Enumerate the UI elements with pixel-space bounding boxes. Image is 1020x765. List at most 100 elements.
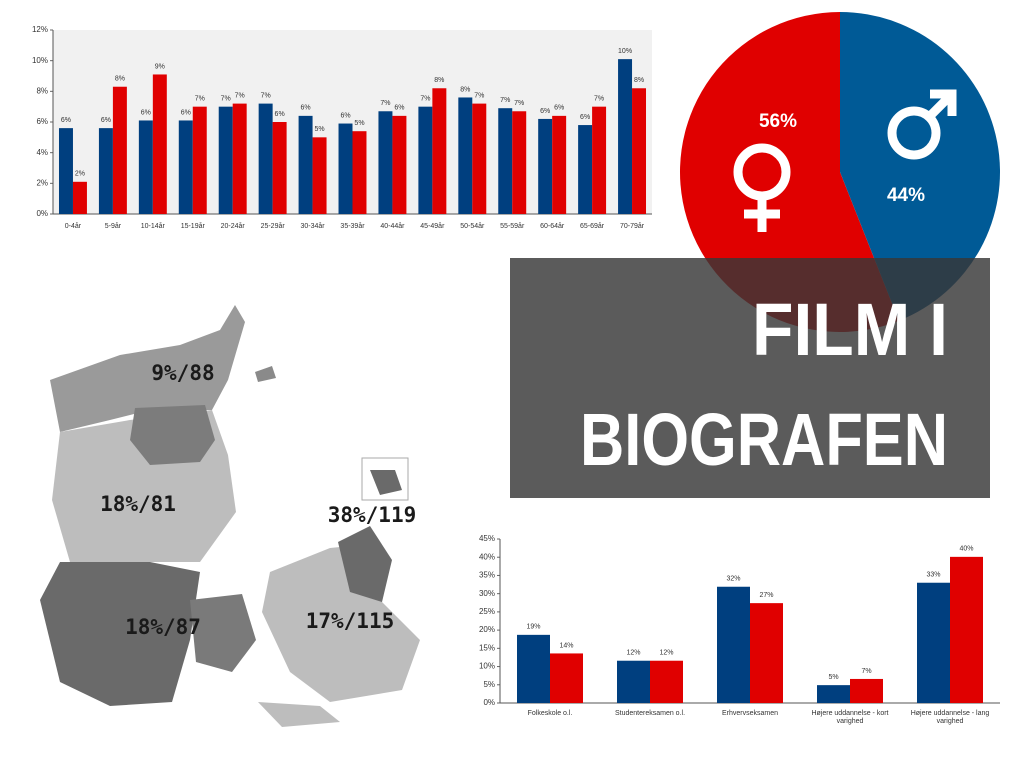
- value-label: 7%: [500, 97, 510, 104]
- x-tick-label: 20-24år: [221, 222, 246, 230]
- value-label: 7%: [514, 100, 524, 107]
- value-label: 6%: [540, 108, 550, 115]
- value-label: 33%: [926, 572, 940, 579]
- y-tick-label: 15%: [479, 643, 495, 652]
- y-tick-label: 25%: [479, 607, 495, 616]
- y-tick-label: 4%: [36, 148, 48, 157]
- bar: [617, 660, 650, 703]
- x-tick-label: 65-69år: [580, 222, 605, 230]
- value-label: 32%: [726, 576, 740, 583]
- value-label: 56%: [759, 111, 797, 132]
- y-tick-label: 40%: [479, 552, 495, 561]
- value-label: 7%: [420, 96, 430, 103]
- bar: [58, 128, 73, 214]
- value-label: 6%: [301, 105, 311, 112]
- x-tick-label: 10-14år: [141, 222, 166, 230]
- value-label: 6%: [394, 105, 404, 112]
- value-label: 10%: [618, 48, 632, 55]
- bar: [392, 115, 407, 214]
- map-inset-frame: [361, 457, 409, 501]
- mars-symbol: [887, 106, 941, 160]
- map-label: 17%/115: [306, 609, 395, 633]
- y-tick-label: 5%: [483, 680, 495, 689]
- x-tick-label: 45-49år: [420, 222, 445, 230]
- bar: [512, 111, 527, 214]
- bar: [498, 108, 513, 214]
- bar: [538, 118, 553, 214]
- x-tick-label: Højere uddannelse - lang varighed: [910, 710, 990, 725]
- bar: [98, 128, 113, 214]
- value-label: 8%: [115, 76, 125, 83]
- value-label: 5%: [354, 120, 364, 127]
- value-label: 6%: [141, 109, 151, 116]
- bar: [458, 97, 473, 214]
- value-label: 6%: [554, 105, 564, 112]
- slide-title: BIOGRAFEN: [580, 398, 948, 481]
- value-label: 6%: [61, 117, 71, 124]
- value-label: 7%: [195, 96, 205, 103]
- x-tick-label: 15-19år: [181, 222, 206, 230]
- map-label: 18%/81: [100, 492, 176, 516]
- bar: [517, 634, 550, 703]
- map-region: [130, 405, 215, 465]
- bar: [472, 103, 487, 214]
- title-overlay: FILM I BIOGRAFEN: [510, 258, 990, 498]
- value-label: 7%: [221, 96, 231, 103]
- x-tick-label: Erhvervseksamen: [721, 710, 779, 717]
- mars-symbol: [925, 92, 954, 121]
- value-label: 6%: [580, 114, 590, 121]
- bar: [850, 678, 883, 703]
- bar: [552, 115, 567, 214]
- bar: [418, 106, 433, 214]
- map-region: [262, 545, 420, 702]
- map-region: [255, 366, 276, 382]
- map-region: [338, 526, 392, 602]
- bar: [232, 103, 247, 214]
- bar: [817, 685, 850, 703]
- bar: [717, 586, 750, 703]
- y-tick-label: 6%: [36, 117, 48, 126]
- value-label: 12%: [626, 650, 640, 657]
- bar: [178, 120, 193, 214]
- y-tick-label: 35%: [479, 571, 495, 580]
- bar: [917, 582, 950, 703]
- map-label: 38%/119: [328, 503, 417, 527]
- x-tick-label: 50-54år: [460, 222, 485, 230]
- map: 9%/88 18%/81 38%/119 18%/87 17%/115: [40, 305, 420, 727]
- value-label: 8%: [460, 86, 470, 93]
- y-tick-label: 0%: [483, 698, 495, 707]
- y-tick-label: 45%: [479, 534, 495, 543]
- value-label: 6%: [275, 111, 285, 118]
- value-label: 8%: [634, 77, 644, 84]
- value-label: 9%: [155, 63, 165, 70]
- value-label: 27%: [759, 592, 773, 599]
- y-tick-label: 2%: [36, 178, 48, 187]
- bar: [378, 111, 393, 214]
- bar: [298, 115, 313, 214]
- title-box: [510, 258, 990, 498]
- bar: [218, 106, 233, 214]
- bar: [138, 120, 153, 214]
- value-label: 19%: [526, 624, 540, 631]
- y-tick-label: 10%: [32, 56, 48, 65]
- bar: [192, 106, 207, 214]
- map-region: [40, 562, 200, 706]
- bar: [650, 660, 683, 703]
- value-label: 5%: [828, 674, 838, 681]
- bar: [352, 131, 367, 214]
- value-label: 6%: [181, 109, 191, 116]
- y-tick-label: 0%: [36, 209, 48, 218]
- map-region: [50, 305, 245, 432]
- y-tick-label: 12%: [32, 25, 48, 34]
- y-tick-label: 8%: [36, 86, 48, 95]
- x-tick-label: 35-39år: [340, 222, 365, 230]
- value-label: 6%: [340, 112, 350, 119]
- bar: [750, 603, 783, 703]
- x-tick-label: Højere uddannelse - kort varighed: [811, 710, 889, 725]
- value-label: 7%: [235, 92, 245, 99]
- charts: 0% 2% 4% 6% 8% 10% 12% 0-4år 6% 2% 5-9år 6% 8% 10-14å…: [32, 12, 1000, 707]
- x-tick-label: 5-9år: [105, 222, 122, 230]
- value-label: 8%: [434, 77, 444, 84]
- bar: [578, 125, 593, 214]
